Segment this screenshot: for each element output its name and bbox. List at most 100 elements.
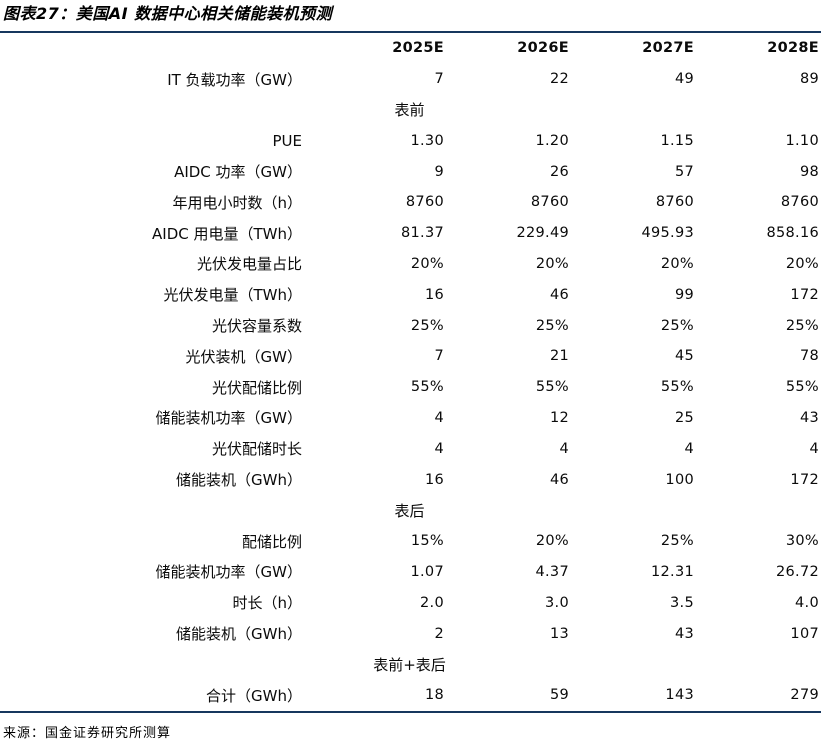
section-row-front-of-meter: 表前 — [0, 95, 819, 126]
cell-value: 1.15 — [660, 132, 694, 149]
cell-value: 55% — [410, 379, 444, 396]
cell-value: 89 — [799, 71, 819, 88]
forecast-table: 2025E 2026E 2027E 2028E IT 负载功率（GW） 7 22… — [0, 33, 819, 711]
cell-value: 78 — [799, 348, 819, 365]
cell-value: 20% — [660, 255, 694, 272]
row-label: 年用电小时数（h） — [172, 193, 302, 212]
row-label: 光伏发电量（TWh） — [163, 286, 302, 305]
cell-value: 22 — [549, 71, 569, 88]
table-row-storage-installed-fom: 储能装机（GWh） 16 46 100 172 — [0, 464, 819, 495]
cell-value: 18 — [424, 687, 444, 704]
cell-value: 8760 — [655, 194, 694, 211]
cell-value: 43 — [674, 625, 694, 642]
table-row-pv-generation-share: 光伏发电量占比 20% 20% 20% 20% — [0, 249, 819, 280]
table-row-storage-ratio-bom: 配储比例 15% 20% 25% 30% — [0, 526, 819, 557]
cell-value: 1.10 — [785, 132, 819, 149]
row-label: 储能装机（GWh） — [176, 625, 302, 644]
cell-value: 20% — [410, 255, 444, 272]
row-label: PUE — [272, 131, 302, 150]
bottom-rule-divider — [0, 710, 821, 713]
cell-value: 7 — [434, 71, 444, 88]
cell-value: 25% — [785, 317, 819, 334]
cell-value: 55% — [535, 379, 569, 396]
cell-value: 49 — [674, 71, 694, 88]
section-label: 表后 — [394, 501, 425, 520]
section-label: 表前+表后 — [373, 655, 446, 674]
cell-value: 4 — [809, 440, 819, 457]
cell-value: 8760 — [405, 194, 444, 211]
cell-value: 9 — [434, 163, 444, 180]
table-row-annual-hours: 年用电小时数（h） 8760 8760 8760 8760 — [0, 187, 819, 218]
table-row-storage-power-fom: 储能装机功率（GW） 4 12 25 43 — [0, 403, 819, 434]
table-header-row: 2025E 2026E 2027E 2028E — [0, 33, 819, 64]
cell-value: 46 — [549, 286, 569, 303]
cell-value: 57 — [674, 163, 694, 180]
source-note: 来源：国金证券研究所测算 — [3, 724, 172, 740]
section-row-total: 表前+表后 — [0, 649, 819, 680]
row-label: 储能装机（GWh） — [176, 471, 302, 490]
row-label: 光伏容量系数 — [211, 317, 302, 336]
table-row-duration-bom: 时长（h） 2.0 3.0 3.5 4.0 — [0, 587, 819, 618]
cell-value: 20% — [535, 533, 569, 550]
cell-value: 25% — [535, 317, 569, 334]
table-row-pv-capacity-factor: 光伏容量系数 25% 25% 25% 25% — [0, 310, 819, 341]
cell-value: 143 — [665, 687, 694, 704]
cell-value: 1.20 — [535, 132, 569, 149]
cell-value: 3.5 — [670, 594, 694, 611]
cell-value: 21 — [549, 348, 569, 365]
cell-value: 172 — [790, 286, 819, 303]
table-row-pv-installed: 光伏装机（GW） 7 21 45 78 — [0, 341, 819, 372]
row-label: 光伏配储时长 — [211, 440, 302, 459]
row-label: AIDC 功率（GW） — [174, 163, 302, 182]
cell-value: 25% — [660, 317, 694, 334]
cell-value: 4 — [434, 409, 444, 426]
cell-value: 2 — [434, 625, 444, 642]
row-label: 合计（GWh） — [206, 686, 302, 705]
cell-value: 100 — [665, 471, 694, 488]
cell-value: 16 — [424, 471, 444, 488]
cell-value: 495.93 — [641, 225, 694, 242]
cell-value: 4.37 — [535, 563, 569, 580]
cell-value: 46 — [549, 471, 569, 488]
row-label: 储能装机功率（GW） — [155, 409, 302, 428]
cell-value: 4 — [434, 440, 444, 457]
row-label: 时长（h） — [232, 594, 302, 613]
table-row-total-gwh: 合计（GWh） 18 59 143 279 — [0, 680, 819, 711]
cell-value: 2.0 — [420, 594, 444, 611]
cell-value: 13 — [549, 625, 569, 642]
table-row-it-load-power: IT 负载功率（GW） 7 22 49 89 — [0, 64, 819, 95]
cell-value: 26.72 — [775, 563, 819, 580]
row-label: 光伏发电量占比 — [196, 255, 302, 274]
cell-value: 55% — [660, 379, 694, 396]
table-row-pv-storage-ratio: 光伏配储比例 55% 55% 55% 55% — [0, 372, 819, 403]
column-header-2025e: 2025E — [392, 40, 444, 57]
cell-value: 279 — [790, 687, 819, 704]
row-label: 储能装机功率（GW） — [155, 563, 302, 582]
cell-value: 3.0 — [545, 594, 569, 611]
table-row-storage-power-bom: 储能装机功率（GW） 1.07 4.37 12.31 26.72 — [0, 557, 819, 588]
cell-value: 4 — [684, 440, 694, 457]
cell-value: 99 — [674, 286, 694, 303]
cell-value: 172 — [790, 471, 819, 488]
table-row-aidc-consumption: AIDC 用电量（TWh） 81.37 229.49 495.93 858.16 — [0, 218, 819, 249]
column-header-2028e: 2028E — [767, 40, 819, 57]
cell-value: 12.31 — [650, 563, 694, 580]
cell-value: 25 — [674, 409, 694, 426]
cell-value: 4.0 — [795, 594, 819, 611]
cell-value: 8760 — [530, 194, 569, 211]
cell-value: 7 — [434, 348, 444, 365]
column-header-2026e: 2026E — [517, 40, 569, 57]
section-label: 表前 — [394, 101, 425, 120]
cell-value: 43 — [799, 409, 819, 426]
cell-value: 1.30 — [410, 132, 444, 149]
top-rule-divider — [0, 31, 821, 33]
cell-value: 25% — [660, 533, 694, 550]
column-header-2027e: 2027E — [642, 40, 694, 57]
cell-value: 4 — [559, 440, 569, 457]
table-row-aidc-power: AIDC 功率（GW） 9 26 57 98 — [0, 156, 819, 187]
table-row-pue: PUE 1.30 1.20 1.15 1.10 — [0, 125, 819, 156]
table-row-pv-generation: 光伏发电量（TWh） 16 46 99 172 — [0, 279, 819, 310]
cell-value: 858.16 — [766, 225, 819, 242]
header-spacer — [0, 33, 319, 64]
